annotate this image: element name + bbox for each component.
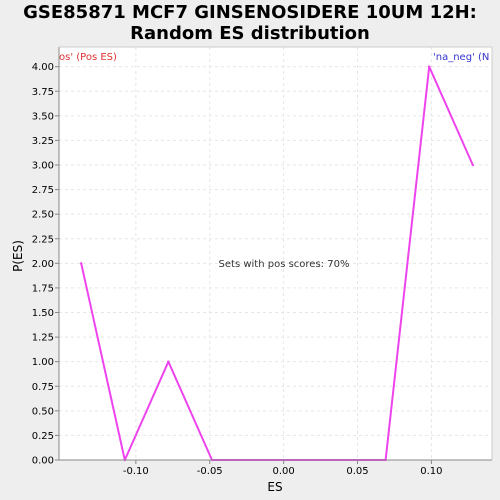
x-tick-label: -0.05 [197, 466, 223, 477]
x-axis-title: ES [267, 480, 282, 494]
y-tick-label: 1.50 [32, 308, 54, 319]
y-tick-label: 3.75 [32, 87, 54, 98]
y-tick-label: 1.75 [32, 283, 54, 294]
y-tick-label: 0.75 [32, 382, 54, 393]
grid-lines [59, 47, 492, 461]
y-tick-label: 3.00 [32, 161, 54, 172]
y-tick-label: 3.25 [32, 136, 54, 147]
y-tick-label: 2.00 [32, 259, 54, 270]
plot-area [59, 47, 492, 460]
tick-group: 0.00 0.25 0.50 0.75 1.00 1.25 1.50 1.75 2.00 2.25… [32, 62, 443, 477]
chart-title-line2: Random ES distribution [130, 23, 370, 44]
y-tick-label: 0.00 [32, 456, 54, 467]
legend-pos-label: os' (Pos ES) [59, 52, 117, 63]
y-tick-label: 1.25 [32, 333, 54, 344]
data-point [167, 360, 170, 363]
y-axis-title: P(ES) [11, 240, 25, 272]
x-tick-label: -0.10 [123, 466, 149, 477]
legend-neg-label: 'na_neg' (N [433, 52, 489, 63]
pos-scores-annotation: Sets with pos scores: 70% [219, 259, 350, 270]
x-tick-label: 0.05 [346, 466, 368, 477]
y-tick-label: 3.50 [32, 111, 54, 122]
y-tick-label: 4.00 [32, 62, 54, 73]
chart-title-line1: GSE85871 MCF7 GINSENOSIDERE 10UM 12H: [23, 2, 477, 23]
y-tick-label: 0.50 [32, 406, 54, 417]
x-tick-label: 0.10 [420, 466, 442, 477]
y-tick-label: 1.00 [32, 357, 54, 368]
data-point [471, 163, 474, 167]
y-tick-label: 0.25 [32, 431, 54, 442]
x-tick-label: 0.00 [272, 466, 294, 477]
y-tick-label: 2.25 [32, 234, 54, 245]
data-point [79, 262, 83, 265]
y-tick-label: 2.50 [32, 210, 54, 221]
y-tick-label: 2.75 [32, 185, 54, 196]
data-point [427, 65, 431, 68]
